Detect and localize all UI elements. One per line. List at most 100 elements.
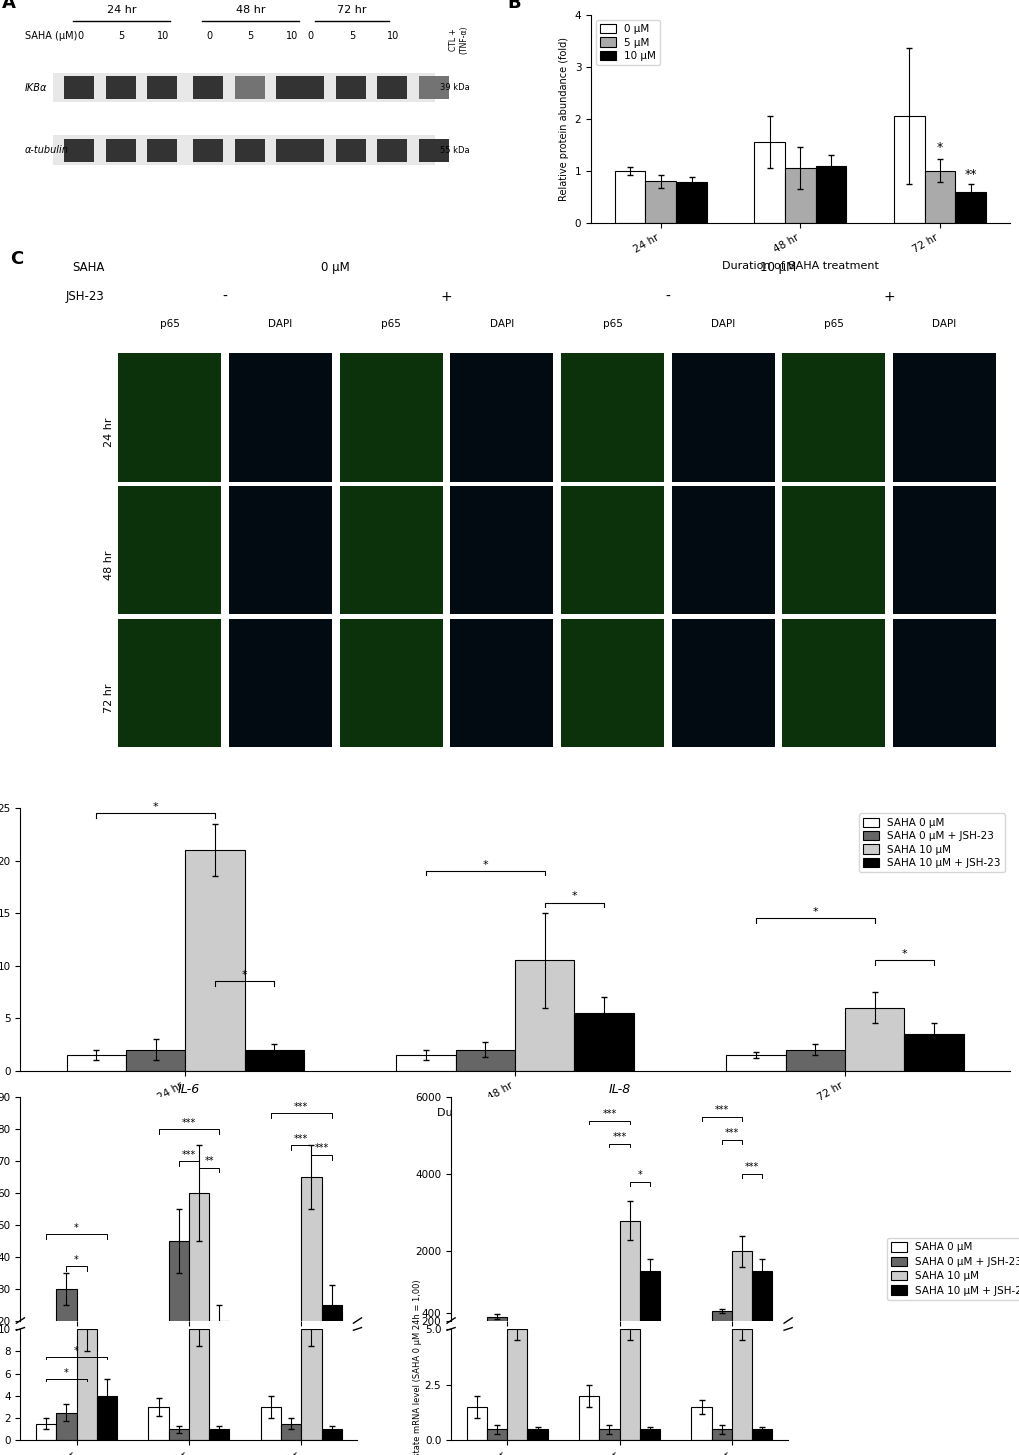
Bar: [229, 486, 331, 614]
Bar: [321, 1305, 341, 1384]
Bar: [691, 1407, 711, 1440]
Bar: [335, 76, 366, 99]
Bar: [560, 354, 663, 482]
Bar: [118, 618, 221, 748]
Bar: [294, 138, 324, 162]
Bar: [147, 138, 177, 162]
Bar: [893, 116, 924, 223]
Text: CTL +
(TNF-α): CTL + (TNF-α): [448, 25, 468, 54]
Bar: [97, 1395, 117, 1440]
X-axis label: Duration of SAHA treatment: Duration of SAHA treatment: [436, 1109, 593, 1119]
Text: +: +: [882, 290, 894, 304]
Bar: [209, 1321, 229, 1384]
Bar: [782, 354, 884, 482]
Text: DAPI: DAPI: [931, 319, 956, 329]
X-axis label: Duration of SAHA treatment: Duration of SAHA treatment: [721, 260, 878, 271]
Bar: [450, 354, 552, 482]
Bar: [893, 354, 995, 482]
Bar: [118, 354, 221, 482]
Legend: SAHA 0 μM, SAHA 0 μM + JSH-23, SAHA 10 μM, SAHA 10 μM + JSH-23: SAHA 0 μM, SAHA 0 μM + JSH-23, SAHA 10 μ…: [858, 813, 1004, 872]
Bar: [904, 1035, 963, 1071]
Bar: [450, 486, 552, 614]
Text: *: *: [901, 949, 906, 959]
Bar: [118, 354, 221, 482]
Bar: [261, 1407, 281, 1440]
Bar: [339, 486, 442, 614]
Text: 5: 5: [118, 31, 124, 41]
Text: 5: 5: [348, 31, 355, 41]
Bar: [339, 354, 442, 482]
Bar: [321, 1429, 341, 1440]
Text: ***: ***: [744, 1163, 758, 1173]
Bar: [614, 170, 645, 223]
Bar: [785, 169, 815, 223]
Bar: [815, 166, 846, 223]
Text: 10: 10: [285, 31, 298, 41]
Bar: [782, 354, 884, 482]
Bar: [782, 486, 884, 614]
Text: 10: 10: [157, 31, 169, 41]
Bar: [64, 76, 94, 99]
Bar: [450, 618, 552, 748]
Bar: [294, 76, 324, 99]
Bar: [36, 1423, 56, 1440]
Text: ***: ***: [181, 1149, 196, 1160]
Bar: [56, 1289, 76, 1384]
Text: ***: ***: [602, 1109, 616, 1119]
Bar: [527, 1429, 547, 1440]
Bar: [645, 182, 676, 223]
Bar: [560, 486, 663, 614]
Bar: [281, 1423, 301, 1440]
Bar: [782, 618, 884, 748]
Text: JSH-23: JSH-23: [65, 290, 104, 303]
Text: SAHA (μM): SAHA (μM): [25, 31, 77, 41]
Text: DAPI: DAPI: [489, 319, 514, 329]
Bar: [53, 73, 434, 102]
Bar: [229, 618, 331, 748]
Bar: [726, 1055, 785, 1071]
Bar: [209, 1429, 229, 1440]
Bar: [245, 1049, 304, 1071]
Bar: [229, 486, 331, 614]
Bar: [377, 76, 407, 99]
Text: DAPI: DAPI: [268, 319, 292, 329]
Bar: [106, 76, 136, 99]
Text: ***: ***: [314, 1144, 328, 1154]
Bar: [579, 1395, 599, 1440]
Text: 10 μM: 10 μM: [759, 260, 796, 274]
Text: A: A: [2, 0, 16, 13]
Text: ***: ***: [714, 1104, 729, 1115]
Bar: [193, 76, 223, 99]
Bar: [168, 1241, 189, 1384]
Text: *: *: [64, 1368, 68, 1378]
Bar: [506, 1328, 527, 1440]
Bar: [676, 182, 706, 223]
Text: *: *: [811, 906, 817, 917]
Bar: [66, 1055, 125, 1071]
Bar: [189, 1193, 209, 1384]
Text: *: *: [153, 802, 158, 812]
Bar: [672, 618, 773, 748]
Bar: [56, 1413, 76, 1440]
Text: 0: 0: [308, 31, 314, 41]
Bar: [955, 192, 985, 223]
Bar: [450, 354, 552, 482]
Bar: [339, 618, 442, 748]
Bar: [118, 486, 221, 614]
Bar: [619, 1221, 639, 1328]
Bar: [560, 354, 663, 482]
Bar: [751, 1429, 771, 1440]
Bar: [118, 486, 221, 614]
Bar: [276, 76, 306, 99]
Bar: [339, 618, 442, 748]
Bar: [189, 1328, 209, 1440]
Text: *: *: [74, 1254, 78, 1264]
Text: ***: ***: [293, 1133, 308, 1144]
Text: *: *: [74, 1346, 78, 1356]
Text: *: *: [571, 890, 577, 901]
Bar: [234, 138, 264, 162]
Bar: [377, 138, 407, 162]
Bar: [450, 486, 552, 614]
Bar: [711, 1429, 732, 1440]
Bar: [672, 486, 773, 614]
